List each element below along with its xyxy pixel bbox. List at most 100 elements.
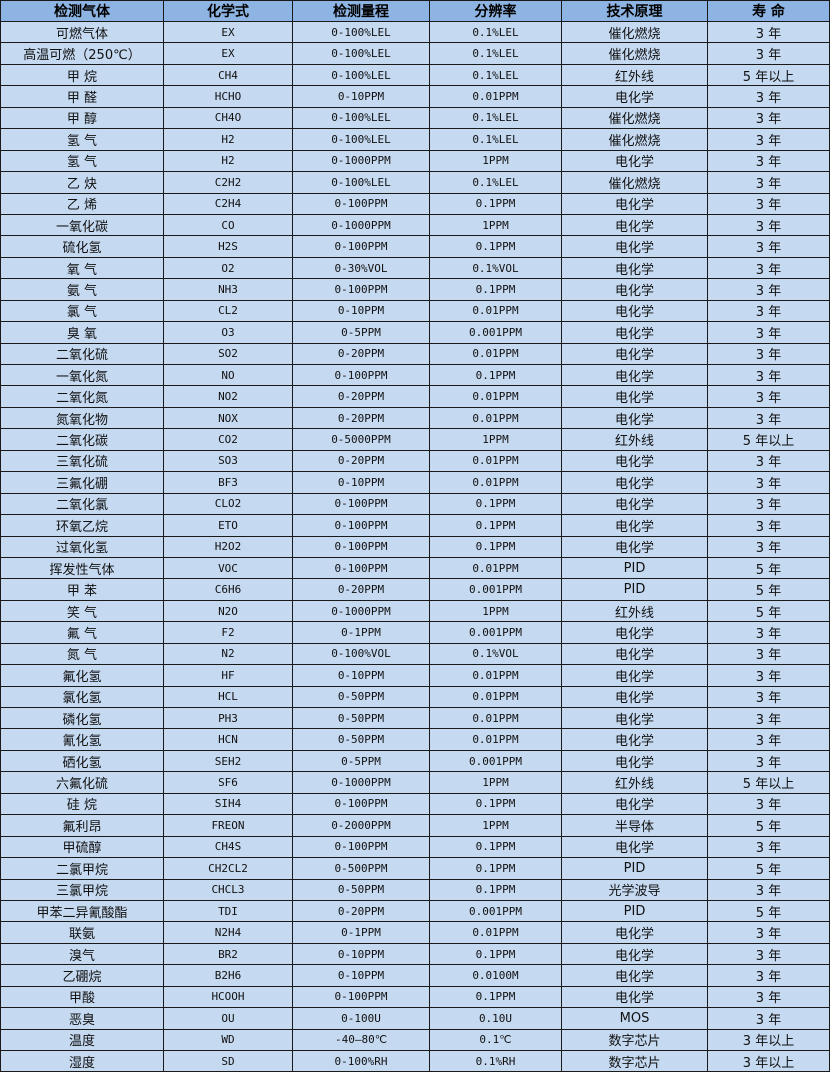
cell-resolution: 0.1℃ <box>429 1028 562 1052</box>
cell-formula: CLO2 <box>163 492 293 516</box>
cell-resolution: 0.1%VOL <box>429 256 562 280</box>
cell-gas: 甲酸 <box>0 985 164 1009</box>
cell-formula: CH4O <box>163 106 293 130</box>
cell-principle: 光学波导 <box>561 878 708 901</box>
cell-principle: MOS <box>561 1007 708 1030</box>
cell-formula: SO3 <box>163 449 293 473</box>
cell-resolution: 0.1PPM <box>429 878 562 901</box>
cell-lifespan: 3 年 <box>707 621 830 644</box>
cell-gas: 二氧化碳 <box>0 428 164 451</box>
cell-principle: 红外线 <box>561 63 708 87</box>
cell-gas: 氟 气 <box>0 621 164 644</box>
cell-principle: 红外线 <box>561 599 708 623</box>
cell-gas: 二氧化氮 <box>0 385 164 408</box>
table-row: 硅 烷 SIH4 0-100PPM 0.1PPM 电化学 3 年 <box>0 792 830 816</box>
cell-range: 0-1000PPM <box>292 149 430 173</box>
cell-gas: 笑 气 <box>0 599 164 623</box>
cell-principle: 电化学 <box>561 964 708 987</box>
cell-gas: 六氟化硫 <box>0 771 164 794</box>
cell-lifespan: 3 年 <box>707 363 830 387</box>
cell-resolution: 0.01PPM <box>429 728 562 751</box>
table-row: 湿度 SD 0-100%RH 0.1%RH 数字芯片 3 年以上 <box>0 1049 830 1073</box>
cell-lifespan: 3 年 <box>707 192 830 215</box>
table-row: 二氧化氯 CLO2 0-100PPM 0.1PPM 电化学 3 年 <box>0 492 830 516</box>
cell-principle: 电化学 <box>561 299 708 323</box>
cell-gas: 温度 <box>0 1028 164 1052</box>
table-row: 硫化氢 H2S 0-100PPM 0.1PPM 电化学 3 年 <box>0 235 830 258</box>
cell-range: 0-10PPM <box>292 664 430 687</box>
cell-resolution: 0.1%LEL <box>429 171 562 194</box>
cell-gas: 一氧化氮 <box>0 363 164 387</box>
cell-principle: 电化学 <box>561 406 708 430</box>
cell-formula: BF3 <box>163 471 293 494</box>
table-row: 氮 气 N2 0-100%VOL 0.1%VOL 电化学 3 年 <box>0 642 830 666</box>
cell-resolution: 0.1%LEL <box>429 42 562 65</box>
cell-gas: 氯化氢 <box>0 685 164 709</box>
cell-principle: 电化学 <box>561 514 708 537</box>
cell-resolution: 0.1%LEL <box>429 20 562 44</box>
cell-gas: 乙 烯 <box>0 192 164 215</box>
cell-range: -40—80℃ <box>292 1028 430 1052</box>
cell-principle: 电化学 <box>561 256 708 280</box>
cell-lifespan: 3 年 <box>707 278 830 301</box>
table-row: 氧 气 O2 0-30%VOL 0.1%VOL 电化学 3 年 <box>0 256 830 280</box>
table-row: 二氧化硫 SO2 0-20PPM 0.01PPM 电化学 3 年 <box>0 342 830 366</box>
cell-formula: H2S <box>163 235 293 258</box>
cell-formula: NO2 <box>163 385 293 408</box>
cell-range: 0-100PPM <box>292 278 430 301</box>
cell-principle: 电化学 <box>561 942 708 966</box>
cell-formula: HCL <box>163 685 293 709</box>
cell-lifespan: 5 年 <box>707 578 830 601</box>
cell-gas: 氮氧化物 <box>0 406 164 430</box>
cell-resolution: 0.10U <box>429 1007 562 1030</box>
cell-principle: 电化学 <box>561 492 708 516</box>
table-row: 二氧化碳 CO2 0-5000PPM 1PPM 红外线 5 年以上 <box>0 428 830 451</box>
cell-principle: 电化学 <box>561 621 708 644</box>
cell-lifespan: 3 年 <box>707 385 830 408</box>
cell-formula: CO2 <box>163 428 293 451</box>
cell-formula: HCOOH <box>163 985 293 1009</box>
cell-lifespan: 3 年 <box>707 942 830 966</box>
cell-gas: 乙 炔 <box>0 171 164 194</box>
table-row: 过氧化氢 H2O2 0-100PPM 0.1PPM 电化学 3 年 <box>0 535 830 558</box>
cell-resolution: 0.01PPM <box>429 385 562 408</box>
table-row: 联氨 N2H4 0-1PPM 0.01PPM 电化学 3 年 <box>0 921 830 944</box>
header-principle: 技术原理 <box>561 0 708 22</box>
cell-formula: H2O2 <box>163 535 293 558</box>
cell-range: 0-50PPM <box>292 685 430 709</box>
cell-range: 0-100%LEL <box>292 20 430 44</box>
cell-gas: 臭 氧 <box>0 321 164 344</box>
cell-resolution: 0.1PPM <box>429 492 562 516</box>
cell-formula: F2 <box>163 621 293 644</box>
cell-lifespan: 3 年以上 <box>707 1028 830 1052</box>
cell-gas: 挥发性气体 <box>0 556 164 580</box>
table-row: 氯化氢 HCL 0-50PPM 0.01PPM 电化学 3 年 <box>0 685 830 709</box>
cell-formula: FREON <box>163 814 293 837</box>
cell-resolution: 0.01PPM <box>429 706 562 730</box>
cell-gas: 硅 烷 <box>0 792 164 816</box>
cell-formula: SEH2 <box>163 749 293 773</box>
table-row: 三氯甲烷 CHCL3 0-50PPM 0.1PPM 光学波导 3 年 <box>0 878 830 901</box>
table-row: 氟利昂 FREON 0-2000PPM 1PPM 半导体 5 年 <box>0 814 830 837</box>
cell-lifespan: 3 年 <box>707 878 830 901</box>
cell-lifespan: 3 年 <box>707 149 830 173</box>
cell-resolution: 0.1%RH <box>429 1049 562 1073</box>
cell-lifespan: 3 年 <box>707 406 830 430</box>
cell-resolution: 0.1PPM <box>429 835 562 859</box>
cell-formula: HCN <box>163 728 293 751</box>
cell-principle: 电化学 <box>561 278 708 301</box>
cell-formula: H2 <box>163 149 293 173</box>
cell-range: 0-100PPM <box>292 556 430 580</box>
cell-principle: 电化学 <box>561 235 708 258</box>
cell-formula: CH4S <box>163 835 293 859</box>
cell-principle: 电化学 <box>561 149 708 173</box>
cell-lifespan: 3 年 <box>707 792 830 816</box>
cell-gas: 三氯甲烷 <box>0 878 164 901</box>
cell-lifespan: 5 年 <box>707 857 830 880</box>
cell-gas: 甲苯二异氰酸酯 <box>0 899 164 923</box>
cell-lifespan: 3 年 <box>707 492 830 516</box>
cell-principle: 电化学 <box>561 664 708 687</box>
cell-gas: 联氨 <box>0 921 164 944</box>
cell-formula: TDI <box>163 899 293 923</box>
cell-formula: CH4 <box>163 63 293 87</box>
